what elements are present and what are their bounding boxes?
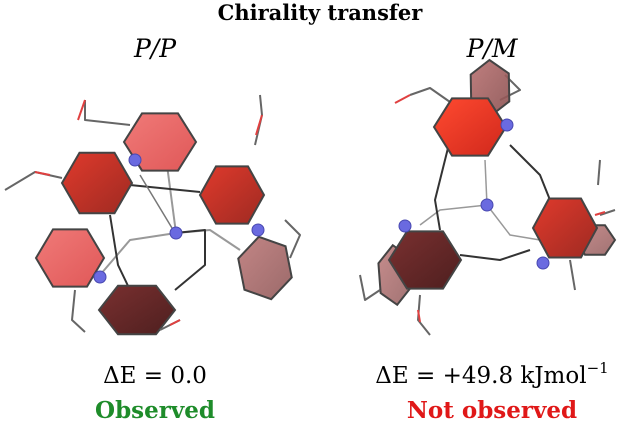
energy-label: ΔE = 0.0 [103, 363, 207, 389]
nitrogen-atom [169, 226, 183, 240]
aromatic-ring [34, 228, 106, 288]
nitrogen-atom [536, 256, 550, 270]
bond [599, 209, 616, 216]
bond [594, 211, 606, 216]
nitrogen-atom [93, 270, 107, 284]
bond [597, 159, 601, 186]
bond [255, 114, 263, 136]
bond [434, 139, 451, 231]
bond [99, 232, 177, 276]
bond [419, 204, 488, 226]
bond [109, 214, 131, 291]
bond [484, 159, 488, 206]
energy-value: ΔE = +49.8 kJmol [375, 363, 586, 389]
bond [34, 171, 51, 176]
nitrogen-atom [500, 118, 514, 132]
aromatic-ring [432, 97, 508, 157]
aromatic-ring [531, 197, 599, 259]
bond [175, 229, 241, 251]
bond [174, 229, 206, 291]
bond [84, 100, 131, 126]
molecules [4, 58, 617, 336]
bond [409, 87, 451, 103]
aromatic-ring [198, 165, 266, 225]
figure-title: Chirality transfer [218, 0, 424, 25]
bond [359, 274, 381, 301]
energy-label: ΔE = +49.8 kJmol−1 [375, 359, 608, 389]
bond [509, 144, 551, 201]
nitrogen-atom [398, 219, 412, 233]
bond [4, 171, 63, 191]
bond [486, 204, 541, 241]
aromatic-ring [60, 151, 134, 215]
bond [394, 94, 411, 104]
bond [129, 184, 201, 193]
nitrogen-atom [251, 223, 265, 237]
bond [569, 259, 576, 291]
aromatic-ring [122, 112, 198, 172]
aromatic-ring [237, 235, 293, 301]
nitrogen-atom [128, 153, 142, 167]
bond [169, 319, 181, 326]
status-observed: Observed [95, 397, 215, 421]
bond [284, 219, 301, 259]
aromatic-ring [387, 230, 463, 290]
panel-label: P/P [133, 34, 177, 63]
bond [71, 289, 86, 333]
status-not-observed: Not observed [407, 397, 577, 421]
panel-label: P/M [466, 34, 519, 63]
bond [459, 249, 531, 261]
aromatic-ring [97, 284, 177, 336]
bond [77, 99, 86, 121]
bond [417, 309, 421, 323]
energy-exponent: −1 [587, 359, 609, 377]
bond [417, 294, 431, 336]
nitrogen-atom [480, 198, 494, 212]
bond [139, 174, 176, 234]
